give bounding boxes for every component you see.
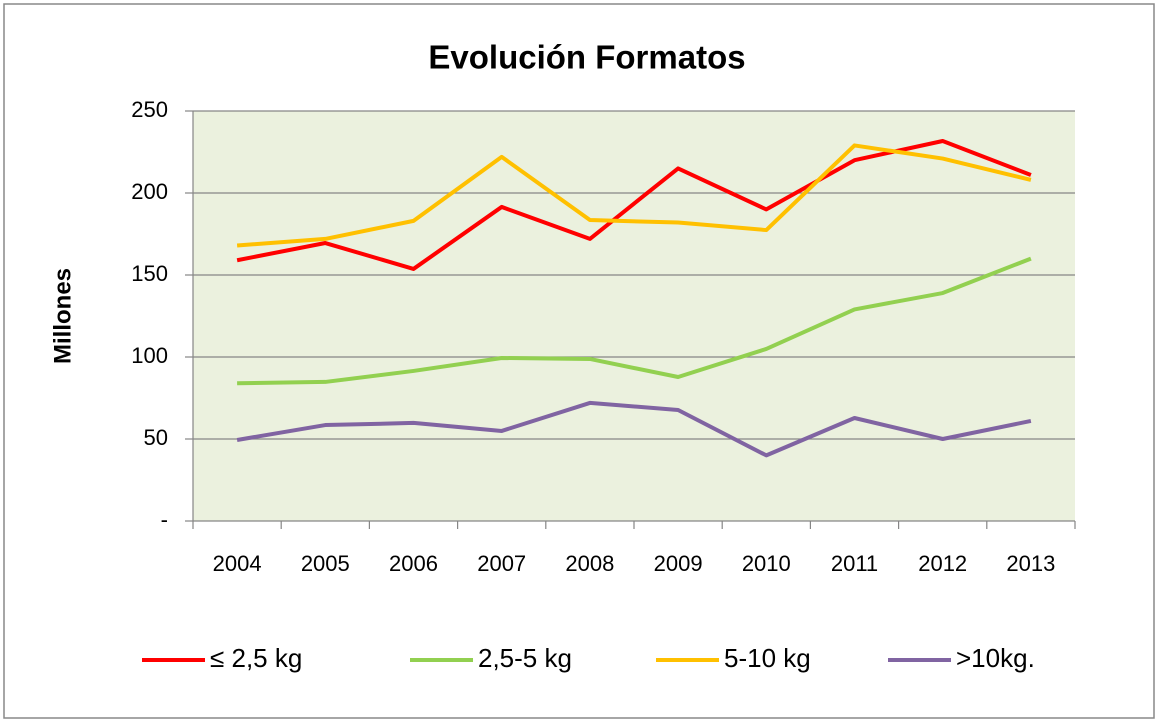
- y-tick-label: 100: [131, 343, 168, 368]
- y-tick-label: 200: [131, 179, 168, 204]
- series-line: [237, 256, 1032, 386]
- x-tick-label: 2009: [654, 551, 703, 576]
- y-tick-label: 50: [144, 425, 168, 450]
- y-tick-label: 250: [131, 97, 168, 122]
- series-line: [236, 400, 1032, 458]
- x-tick-label: 2010: [742, 551, 791, 576]
- x-tick-label: 2011: [831, 551, 878, 576]
- x-tick-label: 2012: [918, 551, 967, 576]
- legend-label: 5-10 kg: [724, 643, 811, 673]
- series-line: [236, 143, 1032, 248]
- x-tick-label: 2006: [389, 551, 438, 576]
- legend-label: ≤ 2,5 kg: [210, 643, 302, 673]
- y-axis-label: Millones: [49, 268, 76, 364]
- legend-label: >10kg.: [956, 643, 1035, 673]
- x-tick-label: 2008: [565, 551, 614, 576]
- legend-label: 2,5-5 kg: [478, 643, 572, 673]
- x-tick-label: 2004: [213, 551, 262, 576]
- y-tick-label: 150: [131, 261, 168, 286]
- x-tick-label: 2007: [477, 551, 526, 576]
- chart-title: Evolución Formatos: [428, 39, 745, 76]
- plot-area: [193, 111, 1075, 521]
- x-tick-label: 2005: [301, 551, 350, 576]
- x-tick-label: 2013: [1006, 551, 1055, 576]
- y-tick-label: -: [161, 507, 168, 532]
